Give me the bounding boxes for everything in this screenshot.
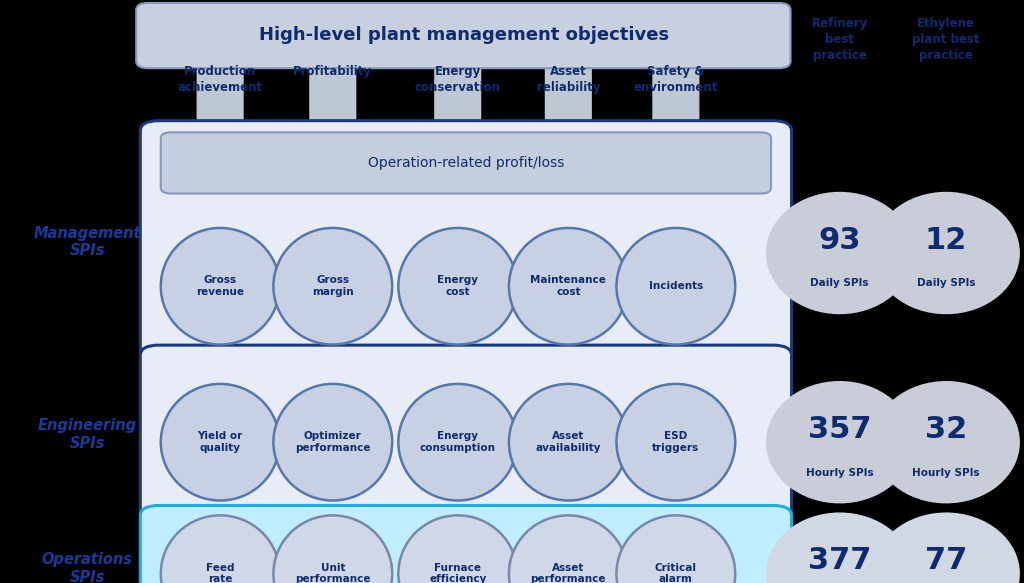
FancyBboxPatch shape: [136, 3, 791, 68]
FancyBboxPatch shape: [434, 55, 481, 583]
FancyBboxPatch shape: [652, 55, 699, 583]
FancyBboxPatch shape: [140, 505, 792, 583]
Text: Unit
performance: Unit performance: [295, 563, 371, 583]
Text: Gross
margin: Gross margin: [312, 275, 353, 297]
Ellipse shape: [161, 515, 280, 583]
Ellipse shape: [616, 228, 735, 345]
Text: Ethylene
plant best
practice: Ethylene plant best practice: [912, 17, 980, 62]
FancyBboxPatch shape: [140, 121, 792, 363]
Text: Feed
rate: Feed rate: [206, 563, 234, 583]
Text: Safety &
environment: Safety & environment: [634, 65, 718, 94]
Text: 377: 377: [808, 546, 871, 575]
Text: High-level plant management objectives: High-level plant management objectives: [259, 26, 669, 44]
Ellipse shape: [509, 515, 628, 583]
Ellipse shape: [766, 192, 913, 314]
Ellipse shape: [398, 384, 517, 500]
Text: Yield or
quality: Yield or quality: [198, 431, 243, 453]
Ellipse shape: [872, 381, 1020, 504]
FancyBboxPatch shape: [140, 345, 792, 524]
Text: Incidents: Incidents: [649, 281, 702, 292]
Text: 357: 357: [808, 415, 871, 444]
Ellipse shape: [766, 381, 913, 504]
Text: Asset
performance: Asset performance: [530, 563, 606, 583]
Text: Refinery
best
practice: Refinery best practice: [812, 17, 867, 62]
Text: ESD
triggers: ESD triggers: [652, 431, 699, 453]
Ellipse shape: [273, 384, 392, 500]
Text: Profitability: Profitability: [293, 65, 373, 78]
FancyBboxPatch shape: [161, 132, 771, 194]
Text: Daily SPIs: Daily SPIs: [810, 278, 869, 289]
Text: Energy
consumption: Energy consumption: [420, 431, 496, 453]
Text: 32: 32: [925, 415, 968, 444]
Ellipse shape: [616, 384, 735, 500]
Text: Management
SPIs: Management SPIs: [34, 226, 140, 258]
Text: Maintenance
cost: Maintenance cost: [530, 275, 606, 297]
Text: Gross
revenue: Gross revenue: [197, 275, 244, 297]
Text: Daily SPIs: Daily SPIs: [916, 278, 976, 289]
Ellipse shape: [509, 228, 628, 345]
Ellipse shape: [616, 515, 735, 583]
Text: Energy
conservation: Energy conservation: [415, 65, 501, 94]
Text: Production
achievement: Production achievement: [177, 65, 263, 94]
Ellipse shape: [273, 228, 392, 345]
FancyBboxPatch shape: [309, 55, 356, 583]
Text: Hourly SPIs: Hourly SPIs: [912, 468, 980, 477]
Text: 93: 93: [818, 226, 861, 255]
Text: Furnace
efficiency: Furnace efficiency: [429, 563, 486, 583]
Text: 12: 12: [925, 226, 968, 255]
Text: Optimizer
performance: Optimizer performance: [295, 431, 371, 453]
Ellipse shape: [161, 228, 280, 345]
Ellipse shape: [273, 515, 392, 583]
Text: Operations
SPIs: Operations SPIs: [42, 552, 132, 583]
Ellipse shape: [509, 384, 628, 500]
FancyBboxPatch shape: [197, 55, 244, 583]
Text: Asset
reliability: Asset reliability: [537, 65, 600, 94]
Ellipse shape: [161, 384, 280, 500]
Ellipse shape: [398, 228, 517, 345]
Text: Energy
cost: Energy cost: [437, 275, 478, 297]
Ellipse shape: [872, 192, 1020, 314]
Text: Engineering
SPIs: Engineering SPIs: [38, 418, 136, 451]
Text: Hourly SPIs: Hourly SPIs: [806, 468, 873, 477]
Text: 77: 77: [925, 546, 968, 575]
Text: Asset
availability: Asset availability: [536, 431, 601, 453]
Text: Critical
alarm: Critical alarm: [654, 563, 697, 583]
Text: Operation-related profit/loss: Operation-related profit/loss: [368, 156, 564, 170]
Ellipse shape: [398, 515, 517, 583]
Ellipse shape: [766, 512, 913, 583]
Ellipse shape: [872, 512, 1020, 583]
FancyBboxPatch shape: [545, 55, 592, 583]
